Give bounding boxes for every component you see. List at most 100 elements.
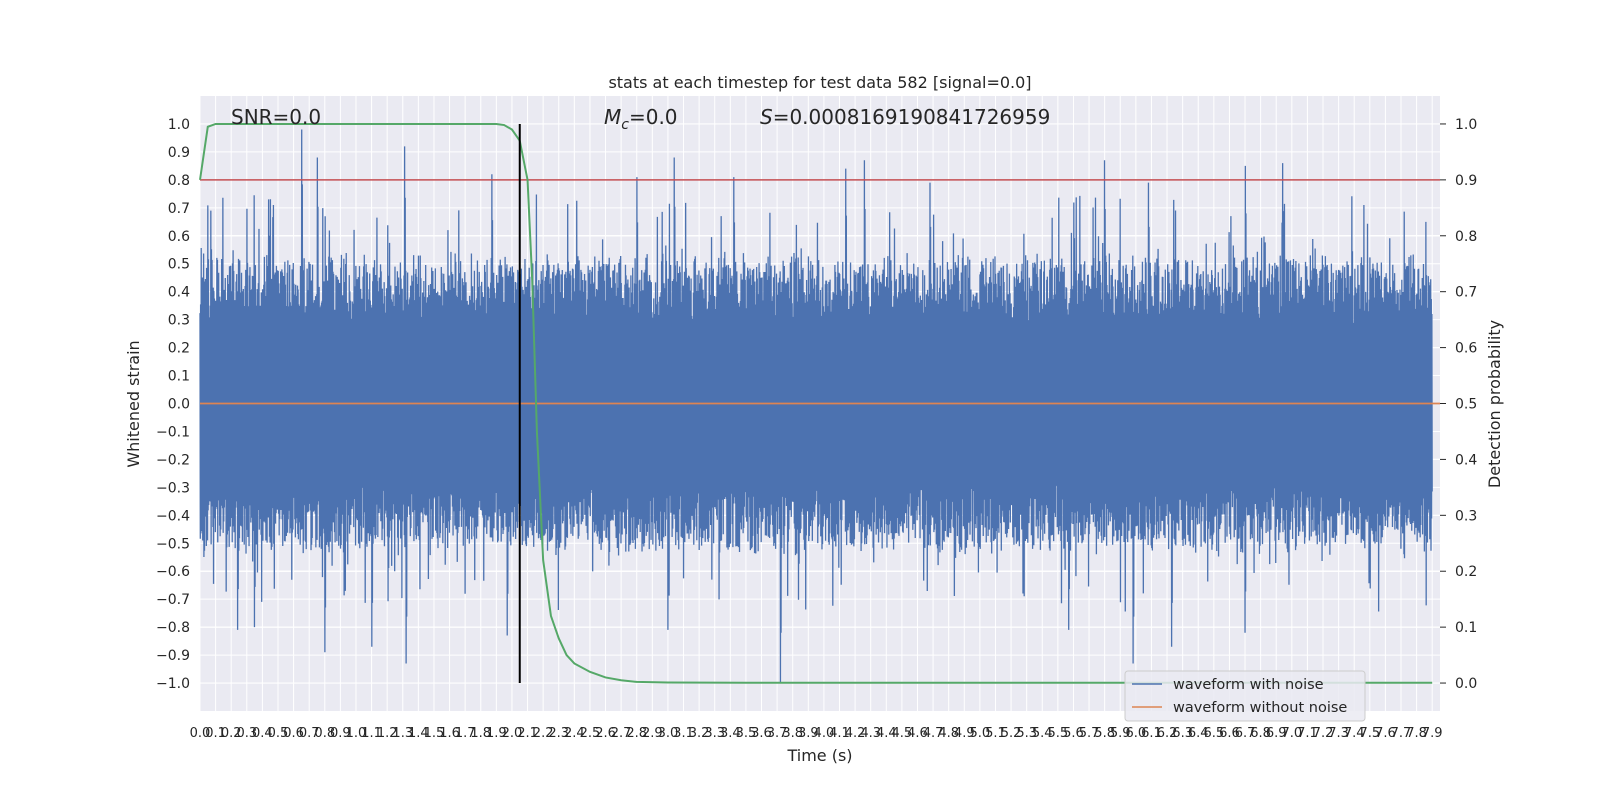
x-tick-label: 7.5 [1359, 726, 1380, 741]
x-tick-label: 3.2 [689, 726, 710, 741]
y-tick-label-left: 0.2 [168, 341, 190, 357]
x-tick-label: 0.9 [330, 726, 351, 741]
x-tick-label: 5.1 [985, 726, 1006, 741]
x-tick-label: 3.0 [658, 726, 679, 741]
x-tick-label: 0.7 [299, 726, 320, 741]
x-tick-label: 2.4 [564, 726, 585, 741]
y-tick-label-left: 1.0 [168, 117, 190, 133]
y-tick-label-left: 0.8 [168, 173, 190, 189]
x-tick-label: 3.5 [736, 726, 757, 741]
y-tick-label-left: −0.5 [156, 536, 190, 552]
x-tick-label: 2.0 [502, 726, 523, 741]
y-tick-label-left: −0.4 [156, 508, 190, 524]
x-tick-label: 4.1 [829, 726, 850, 741]
x-tick-label: 3.4 [720, 726, 741, 741]
overlay-lines [199, 122, 1440, 684]
x-tick-label: 0.8 [314, 726, 335, 741]
chirp-mass-annotation: Mc=0.0 [604, 105, 678, 133]
x-tick-label: 4.9 [954, 726, 975, 741]
y-tick-label-right: 0.2 [1455, 564, 1477, 580]
y-tick-label-right: 0.9 [1455, 173, 1477, 189]
y-tick-label-left: −0.9 [156, 648, 190, 664]
legend-label-clean: waveform without noise [1173, 700, 1347, 716]
x-tick-label: 6.3 [1172, 726, 1193, 741]
y-tick-label-right: 0.6 [1455, 341, 1477, 357]
x-tick-label: 6.2 [1157, 726, 1178, 741]
y-tick-label-right: 0.5 [1455, 397, 1477, 413]
y-tick-label-left: 0.6 [168, 229, 190, 245]
x-tick-label: 7.7 [1391, 726, 1412, 741]
y-tick-label-left: −0.8 [156, 620, 190, 636]
noise-waveform [199, 129, 1433, 684]
legend: waveform with noise waveform without noi… [1124, 670, 1366, 722]
y-tick-label-left: 0.5 [168, 257, 190, 273]
x-tick-label: 3.7 [767, 726, 788, 741]
y-tick-label-right: 0.4 [1455, 452, 1477, 468]
score-symbol: S [760, 105, 773, 129]
y-tick-label-left: −0.2 [156, 452, 190, 468]
x-tick-label: 0.1 [205, 726, 226, 741]
x-tick-label: 7.8 [1406, 726, 1427, 741]
score-value: =0.0008169190841726959 [773, 105, 1051, 129]
legend-box [1124, 670, 1366, 722]
y-tick-label-left: 0.1 [168, 369, 190, 385]
series-waveform-with-noise [199, 129, 1433, 684]
x-tick-label: 7.4 [1344, 726, 1365, 741]
y-tick-label-right: 0.3 [1455, 508, 1477, 524]
x-tick-label: 1.6 [439, 726, 460, 741]
x-tick-label: 0.0 [190, 726, 211, 741]
x-tick-label: 4.7 [923, 726, 944, 741]
x-tick-label: 1.2 [377, 726, 398, 741]
x-tick-label: 1.9 [486, 726, 507, 741]
x-tick-label: 5.6 [1063, 726, 1084, 741]
y-axis-label-left: Whitened strain [124, 340, 143, 467]
x-tick-label: 3.1 [673, 726, 694, 741]
y-tick-label-left: 0.0 [168, 397, 190, 413]
y-tick-label-left: 0.3 [168, 313, 190, 329]
x-tick-label: 7.0 [1281, 726, 1302, 741]
x-tick-label: 6.8 [1250, 726, 1271, 741]
x-tick-label: 4.5 [892, 726, 913, 741]
x-tick-label: 6.5 [1203, 726, 1224, 741]
x-tick-label: 3.8 [782, 726, 803, 741]
x-tick-label: 5.3 [1016, 726, 1037, 741]
x-tick-label: 2.6 [595, 726, 616, 741]
x-axis-label: Time (s) [786, 746, 852, 765]
x-tick-label: 4.3 [860, 726, 881, 741]
x-tick-label: 7.6 [1375, 726, 1396, 741]
x-tick-label: 1.4 [408, 726, 429, 741]
x-tick-label: 3.3 [704, 726, 725, 741]
x-tick-label: 0.4 [252, 726, 273, 741]
chirp-mass-value: =0.0 [629, 105, 678, 129]
x-tick-label: 6.4 [1188, 726, 1209, 741]
x-tick-label: 6.7 [1235, 726, 1256, 741]
legend-label-noise: waveform with noise [1173, 677, 1324, 693]
x-tick-label: 4.6 [907, 726, 928, 741]
x-tick-label: 5.9 [1110, 726, 1131, 741]
x-tick-label: 7.9 [1422, 726, 1443, 741]
y-tick-label-right: 0.0 [1455, 676, 1477, 692]
x-tick-label: 4.4 [876, 726, 897, 741]
x-tick-label: 4.0 [814, 726, 835, 741]
y-tick-label-right: 1.0 [1455, 117, 1477, 133]
x-tick-label: 3.9 [798, 726, 819, 741]
chirp-mass-subscript: c [621, 117, 629, 133]
x-tick-label: 0.2 [221, 726, 242, 741]
x-tick-label: 1.8 [470, 726, 491, 741]
x-tick-label: 6.6 [1219, 726, 1240, 741]
x-tick-label: 5.0 [970, 726, 991, 741]
x-tick-label: 2.2 [533, 726, 554, 741]
y-tick-label-left: −1.0 [156, 676, 190, 692]
x-tick-label: 7.2 [1313, 726, 1334, 741]
x-tick-label: 1.0 [346, 726, 367, 741]
x-tick-label: 1.3 [392, 726, 413, 741]
chart-title: stats at each timestep for test data 582… [608, 73, 1031, 92]
y-tick-label-left: 0.4 [168, 285, 190, 301]
y-tick-label-left: −0.7 [156, 592, 190, 608]
x-tick-label: 5.8 [1094, 726, 1115, 741]
y-tick-label-left: −0.6 [156, 564, 190, 580]
x-tick-label: 1.1 [361, 726, 382, 741]
x-tick-label: 2.3 [548, 726, 569, 741]
x-tick-label: 0.5 [268, 726, 289, 741]
